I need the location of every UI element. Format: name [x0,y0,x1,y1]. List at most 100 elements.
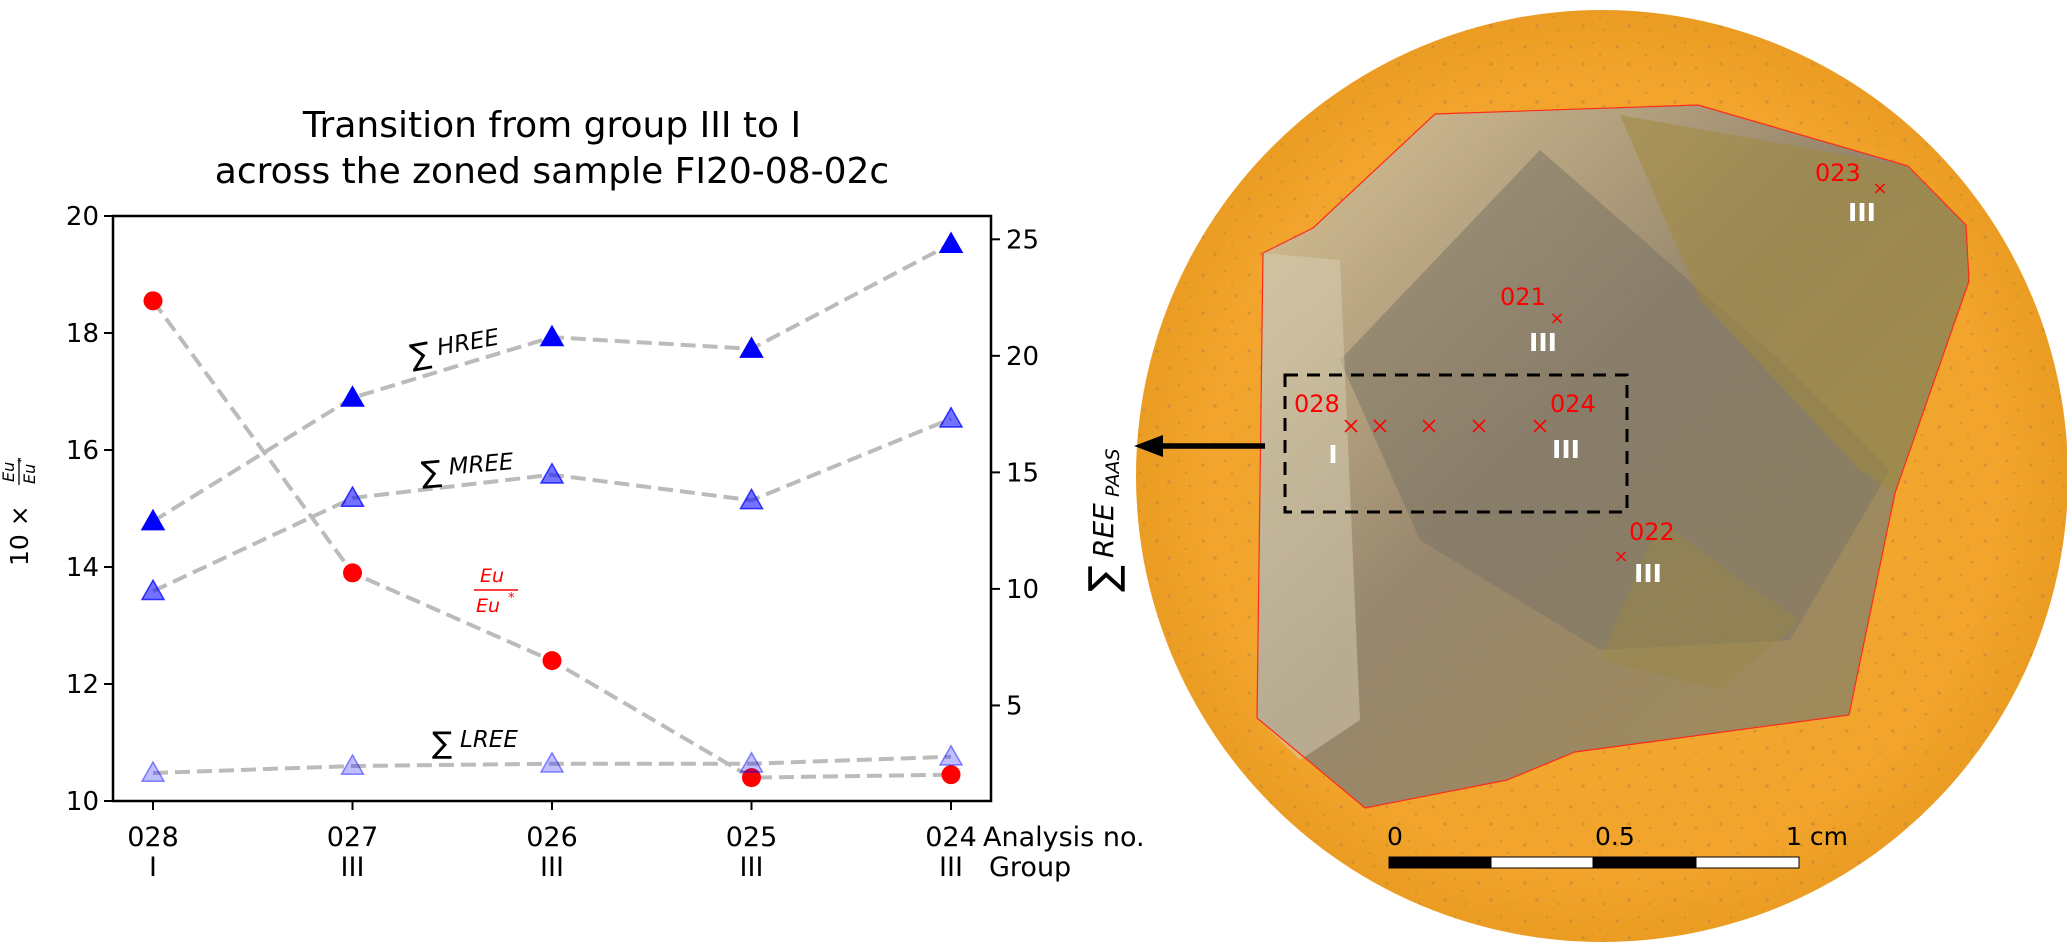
crystal-outline [1256,104,1970,809]
label-eu-num: Eu [480,565,504,587]
label-mree-sigma: ∑ [420,454,443,491]
point-024-id: 024 [1550,390,1596,418]
data-point [938,744,964,766]
cross-mark [1373,419,1387,433]
data-point [343,563,362,583]
right-axis-label-sub: PAAS [1102,448,1124,497]
left-tick-label: 10 [66,787,99,817]
series-line-0 [151,299,952,780]
left-tick-label: 20 [66,202,99,232]
left-tick-label: 16 [66,436,99,466]
point-023-group: III [1848,198,1876,227]
series-lines [151,242,952,780]
x-tick-label-analysis: 025 [726,822,778,853]
cross-021: × [1549,308,1564,329]
label-lree-sigma: ∑ [432,726,452,761]
crystal-left-zone [1257,253,1360,760]
data-point [739,336,764,358]
transect-box [1283,373,1629,514]
label-eu-ratio: Eu Eu * [474,565,518,617]
point-022: 022 × III [1613,518,1674,588]
cross-mark [1472,419,1486,433]
crystal-lower-zone [1600,520,1800,690]
scale-label-0: 0 [1387,822,1403,851]
left-axis-label-den: Eu [20,464,39,484]
left-arrow [1134,435,1265,457]
point-028-group: I [1328,440,1337,469]
left-axis-ticks: 10 12 14 16 18 20 [66,202,113,817]
data-point [938,231,964,253]
left-axis-label-prefix: 10 × [5,505,34,566]
data-point [941,765,961,785]
chart-title-line-1: Transition from group III to I [302,105,801,146]
right-axis-label: ∑ REE PAAS [1081,448,1127,592]
x-tick-label-analysis: 028 [127,822,179,853]
data-point [140,578,166,601]
left-tick-label: 18 [66,319,99,349]
left-axis-label-num: Eu [0,462,18,482]
data-point [739,487,764,510]
point-028-id: 028 [1294,390,1340,418]
data-point [340,385,365,407]
sample-photo: 021 × III 022 × III 023 × III 028 I 024 … [1134,10,2067,942]
right-axis-label-main: REE [1087,503,1120,558]
label-eu-sup: * [508,591,515,606]
transect-crosses [1344,419,1547,433]
data-point [140,508,166,531]
data-point [938,406,964,428]
series-markers [140,231,964,788]
data-point [539,462,565,484]
label-eu-den: Eu [476,595,500,617]
point-021: 021 × III [1500,283,1565,357]
x-tick-label-analysis: 024 [925,822,977,853]
point-024-group: III [1552,435,1580,464]
label-lree: ∑ LREE [432,726,518,761]
data-point [143,291,163,311]
x-row-label-group: Group [989,852,1071,883]
cross-023: × [1872,178,1887,199]
point-021-id: 021 [1500,283,1546,311]
point-024: 024 III [1550,390,1596,464]
cross-mark [1533,419,1547,433]
data-point [739,751,764,773]
left-axis-label: 10 × Eu Eu * [0,457,39,566]
scale-bar: 0 0.5 1 cm [1387,822,1848,869]
scale-seg-1 [1388,856,1492,869]
x-tick-label-group: III [540,852,564,883]
scale-seg-4 [1695,856,1800,869]
data-point [140,760,166,783]
label-lree-text: LREE [460,727,518,753]
scale-seg-2 [1490,856,1594,869]
series-line-3 [152,754,952,776]
crystal-core-zone [1340,150,1890,650]
cross-022: × [1613,546,1628,567]
left-axis-label-sup: * [15,457,28,463]
label-mree-text: MREE [448,449,515,481]
data-point [340,485,365,508]
point-023-id: 023 [1815,159,1861,187]
x-tick-label-group: III [341,852,365,883]
cross-mark [1422,419,1436,433]
x-tick-label-analysis: 027 [327,822,379,853]
data-point [742,768,761,788]
data-point [340,753,365,776]
scale-seg-3 [1592,856,1697,869]
data-point [539,751,565,773]
x-tick-label-group: III [740,852,764,883]
point-023: 023 × III [1815,159,1888,227]
right-tick-label: 10 [1006,575,1039,605]
scale-label-half: 0.5 [1595,822,1635,851]
arrow-head-icon [1134,435,1163,457]
chart: Transition from group III to I across th… [0,105,1145,883]
right-tick-label: 15 [1006,458,1039,488]
scale-label-1cm: 1 cm [1786,822,1848,851]
label-hree-sigma: ∑ [407,336,433,374]
left-tick-label: 12 [66,670,99,700]
point-022-id: 022 [1629,518,1675,546]
x-tick-label-group: I [149,852,157,883]
cross-mark [1344,419,1358,433]
point-021-group: III [1529,328,1557,357]
left-tick-label: 14 [66,553,99,583]
label-mree: ∑ MREE [420,449,515,491]
x-tick-label-group: III [939,852,963,883]
